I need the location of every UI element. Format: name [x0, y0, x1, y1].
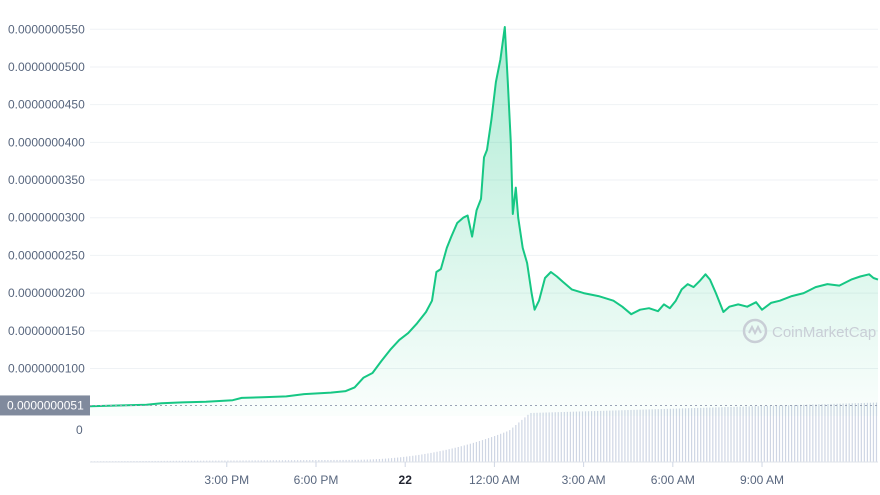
x-tick-label: 12:00 AM [469, 473, 520, 487]
x-tick-label: 3:00 PM [204, 473, 249, 487]
y-axis-ticks: 0.0000000100 0.0000000150 0.0000000200 0.00… [8, 22, 85, 437]
watermark-text: CoinMarketCap [772, 324, 876, 341]
watermark: CoinMarketCap [742, 318, 876, 344]
y-tick-label: 0.0000000300 [8, 211, 85, 225]
price-area-fill [90, 27, 878, 416]
x-tick-label: 9:00 AM [740, 473, 784, 487]
x-axis-ticks: 3:00 PM 6:00 PM 22 12:00 AM 3:00 AM 6:00 AM 9:… [204, 462, 784, 487]
price-area [90, 27, 878, 416]
y-tick-label: 0.0000000500 [8, 60, 85, 74]
y-tick-label: 0.0000000200 [8, 286, 85, 300]
price-series-line [89, 26, 879, 408]
y-tick-label: 0.0000000150 [8, 324, 85, 338]
y-tick-label: 0.0000000400 [8, 135, 85, 149]
x-tick-label: 6:00 AM [651, 473, 695, 487]
coinmarketcap-logo-icon [742, 318, 768, 344]
price-line [89, 26, 879, 408]
volume-zero-label: 0 [76, 423, 83, 437]
current-price-marker: 0.0000000051 [0, 395, 878, 416]
x-tick-label: 3:00 AM [562, 473, 606, 487]
y-tick-label: 0.0000000450 [8, 98, 85, 112]
x-tick-label: 6:00 PM [294, 473, 339, 487]
current-price-badge [0, 395, 90, 416]
coinmarketcap-logo-mark [748, 324, 762, 336]
x-tick-label: 22 [399, 473, 413, 487]
y-tick-label: 0.0000000250 [8, 248, 85, 262]
y-tick-label: 0.0000000100 [8, 362, 85, 376]
y-tick-label: 0.0000000350 [8, 173, 85, 187]
current-price-label: 0.0000000051 [7, 398, 84, 412]
y-tick-label: 0.0000000550 [8, 22, 85, 36]
